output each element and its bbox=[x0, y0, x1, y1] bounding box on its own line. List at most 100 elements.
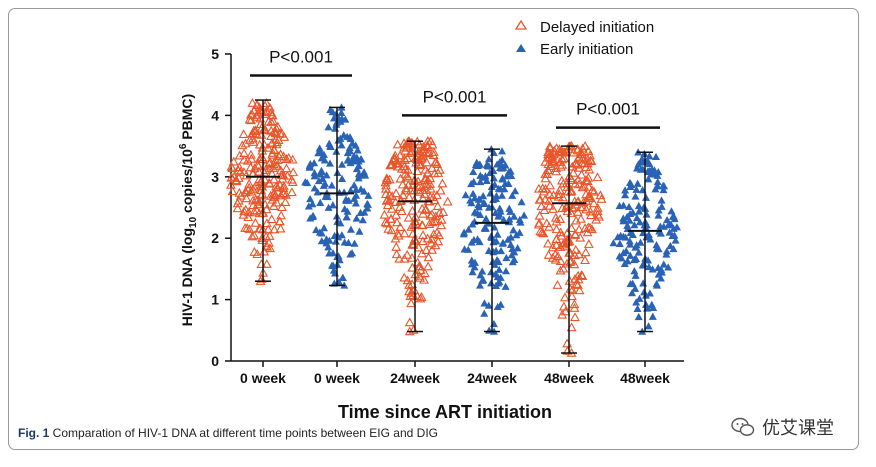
data-point bbox=[509, 226, 518, 234]
watermark: 优艾课堂 bbox=[730, 414, 834, 440]
x-tick-label: 0 week bbox=[314, 370, 360, 386]
data-point bbox=[402, 249, 413, 259]
data-point bbox=[411, 219, 422, 228]
data-point bbox=[239, 206, 249, 216]
data-point bbox=[422, 233, 433, 243]
data-point bbox=[580, 255, 590, 265]
data-point bbox=[418, 147, 428, 157]
data-point bbox=[609, 239, 618, 247]
data-point bbox=[403, 212, 414, 222]
data-point bbox=[275, 128, 286, 138]
data-point bbox=[666, 220, 675, 228]
data-point bbox=[325, 159, 334, 167]
data-point bbox=[551, 166, 562, 176]
point-group bbox=[225, 97, 299, 285]
data-point bbox=[318, 174, 327, 182]
data-point bbox=[248, 184, 258, 194]
data-point bbox=[642, 300, 651, 308]
data-point bbox=[391, 242, 402, 251]
data-point bbox=[242, 223, 253, 233]
data-point bbox=[241, 187, 251, 197]
data-point bbox=[480, 309, 489, 317]
data-point bbox=[325, 249, 334, 257]
data-point bbox=[459, 230, 468, 238]
p-value-label: P<0.001 bbox=[576, 100, 640, 119]
data-point bbox=[634, 312, 643, 321]
data-point bbox=[392, 139, 403, 149]
data-point bbox=[421, 185, 432, 194]
data-point bbox=[475, 281, 484, 289]
data-point bbox=[249, 206, 260, 216]
data-point bbox=[628, 288, 637, 297]
data-point bbox=[404, 317, 415, 327]
y-tick-label: 2 bbox=[211, 230, 219, 246]
data-point bbox=[510, 248, 519, 256]
caption-text: Comparation of HIV-1 DNA at different ti… bbox=[49, 426, 438, 440]
data-point bbox=[558, 301, 569, 311]
data-point bbox=[242, 155, 253, 165]
data-point bbox=[346, 186, 355, 194]
data-point bbox=[274, 216, 285, 226]
data-point bbox=[573, 153, 584, 163]
data-point bbox=[382, 200, 393, 210]
data-point bbox=[407, 262, 418, 272]
data-point bbox=[493, 256, 502, 264]
data-point bbox=[247, 231, 258, 241]
data-point bbox=[232, 203, 243, 213]
data-point bbox=[253, 161, 264, 171]
data-point bbox=[487, 268, 496, 276]
data-point bbox=[671, 236, 680, 244]
data-point bbox=[651, 152, 660, 161]
data-point bbox=[329, 261, 338, 270]
data-point bbox=[268, 116, 279, 125]
data-point bbox=[506, 240, 515, 249]
data-point bbox=[654, 167, 663, 176]
data-point bbox=[380, 189, 391, 198]
data-point bbox=[569, 259, 580, 269]
data-point bbox=[551, 143, 562, 153]
data-point bbox=[554, 185, 565, 194]
data-point bbox=[387, 191, 398, 201]
data-point bbox=[346, 134, 355, 142]
data-point bbox=[414, 145, 424, 155]
data-point bbox=[635, 294, 644, 302]
data-point bbox=[395, 222, 406, 231]
data-point bbox=[656, 222, 665, 230]
data-point bbox=[479, 192, 488, 200]
data-point bbox=[585, 206, 596, 216]
data-point bbox=[482, 176, 491, 184]
data-point bbox=[552, 279, 563, 289]
data-point bbox=[586, 210, 596, 220]
data-point bbox=[234, 187, 245, 197]
data-point bbox=[515, 215, 524, 223]
data-point bbox=[430, 157, 441, 167]
data-point bbox=[405, 185, 416, 195]
data-point bbox=[469, 189, 478, 197]
data-point bbox=[250, 217, 261, 227]
data-point bbox=[574, 285, 585, 295]
data-point bbox=[261, 240, 272, 250]
data-point bbox=[314, 176, 323, 185]
data-point bbox=[547, 242, 558, 252]
data-point bbox=[406, 221, 417, 231]
data-point bbox=[337, 141, 346, 149]
data-point bbox=[304, 202, 313, 210]
data-point bbox=[461, 191, 470, 199]
data-point bbox=[273, 151, 284, 161]
data-point bbox=[316, 198, 325, 206]
data-point bbox=[399, 253, 410, 263]
data-point bbox=[427, 163, 437, 172]
caption-label: Fig. 1 bbox=[18, 426, 50, 440]
data-point bbox=[587, 185, 598, 195]
data-point bbox=[669, 244, 678, 253]
data-point bbox=[540, 173, 551, 183]
x-tick-label: 48week bbox=[544, 370, 594, 386]
data-point bbox=[324, 243, 333, 251]
data-point bbox=[579, 146, 590, 156]
data-point bbox=[557, 239, 568, 249]
data-point bbox=[665, 228, 674, 236]
data-point bbox=[317, 166, 326, 174]
data-point bbox=[667, 207, 676, 215]
data-point bbox=[534, 217, 545, 227]
